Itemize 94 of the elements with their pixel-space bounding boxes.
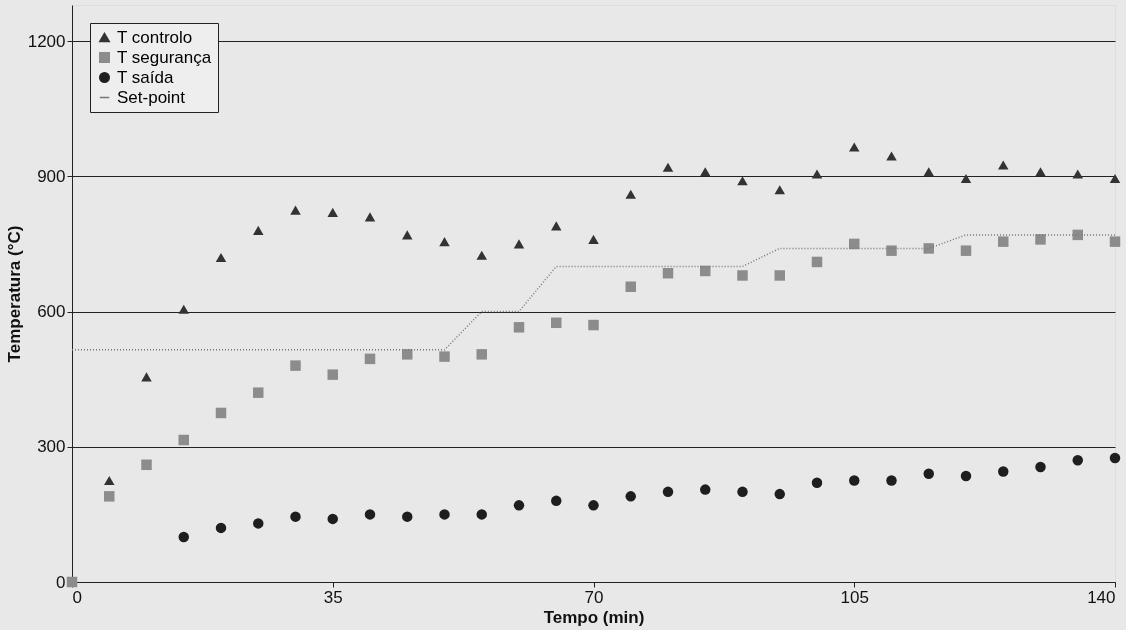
y-tick-label: 0: [56, 572, 66, 592]
point: [1072, 455, 1083, 466]
point: [737, 270, 748, 281]
y-axis-title: Temperatura (°C): [4, 225, 24, 363]
point: [402, 349, 413, 360]
point: [1072, 169, 1083, 179]
y-tick-label: 900: [37, 166, 66, 186]
point: [476, 509, 487, 520]
point: [327, 369, 338, 380]
point: [625, 281, 636, 292]
point: [886, 151, 897, 161]
point: [886, 245, 897, 256]
point: [737, 486, 748, 498]
point: [625, 189, 636, 199]
legend-label: T segurança: [117, 47, 212, 67]
y-tick-label: 300: [37, 437, 66, 457]
legend-label: T controlo: [117, 27, 193, 47]
point: [998, 236, 1009, 247]
point: [327, 207, 338, 217]
point: [960, 174, 972, 184]
point: [253, 387, 264, 398]
point: [1109, 174, 1121, 184]
point: [774, 185, 785, 195]
point: [923, 468, 934, 480]
point: [66, 576, 78, 588]
point: [551, 317, 562, 329]
point: [588, 319, 599, 331]
point: [960, 470, 972, 482]
point: [700, 484, 711, 495]
x-tick-label: 35: [323, 587, 343, 607]
point: [439, 351, 450, 362]
point: [476, 250, 487, 260]
point: [476, 349, 487, 360]
y-tick-label: 600: [37, 302, 66, 322]
point: [662, 162, 674, 172]
x-tick-label: 0: [72, 587, 82, 607]
x-tick-label: 140: [1087, 587, 1116, 607]
point: [998, 160, 1009, 170]
point: [886, 475, 897, 486]
point: [402, 511, 413, 522]
point: [1109, 236, 1121, 247]
point: [1035, 167, 1046, 177]
point: [849, 142, 860, 152]
point: [1035, 461, 1046, 473]
point: [364, 509, 376, 520]
point: [923, 243, 934, 254]
point: [104, 491, 115, 502]
point: [513, 239, 525, 249]
point: [178, 531, 189, 543]
point: [178, 304, 189, 314]
point: [327, 513, 338, 525]
point: [662, 267, 674, 279]
legend-label: T saída: [117, 67, 174, 87]
point: [811, 256, 823, 268]
point: [811, 169, 823, 179]
point: [1109, 452, 1121, 464]
point: [141, 372, 152, 382]
point: [849, 475, 860, 486]
point: [811, 477, 823, 489]
point: [662, 486, 674, 498]
point: [998, 466, 1009, 477]
point: [364, 353, 376, 365]
point: [178, 434, 189, 446]
point: [290, 360, 301, 371]
x-tick-label: 105: [840, 587, 869, 607]
point: [513, 322, 525, 333]
y-tick-label: 1200: [27, 31, 66, 51]
point: [215, 522, 227, 534]
point: [513, 500, 525, 511]
point: [215, 252, 227, 262]
point: [774, 488, 785, 500]
point: [923, 167, 934, 177]
point: [141, 459, 152, 471]
point: [439, 509, 450, 520]
point: [439, 237, 450, 247]
x-axis-title: Tempo (min): [543, 607, 645, 627]
point: [104, 476, 115, 486]
point: [1035, 234, 1046, 245]
point: [960, 245, 972, 256]
point: [625, 491, 636, 502]
point: [588, 234, 599, 244]
point: [215, 407, 227, 419]
legend-label: Set-point: [117, 87, 186, 107]
point: [364, 212, 376, 222]
point: [737, 176, 748, 186]
point: [551, 495, 562, 507]
x-tick-label: 70: [584, 587, 604, 607]
point: [588, 500, 599, 511]
point: [774, 270, 785, 281]
point: [700, 167, 711, 177]
point: [290, 205, 301, 215]
point: [253, 225, 264, 235]
point: [253, 518, 264, 529]
point: [290, 511, 301, 522]
